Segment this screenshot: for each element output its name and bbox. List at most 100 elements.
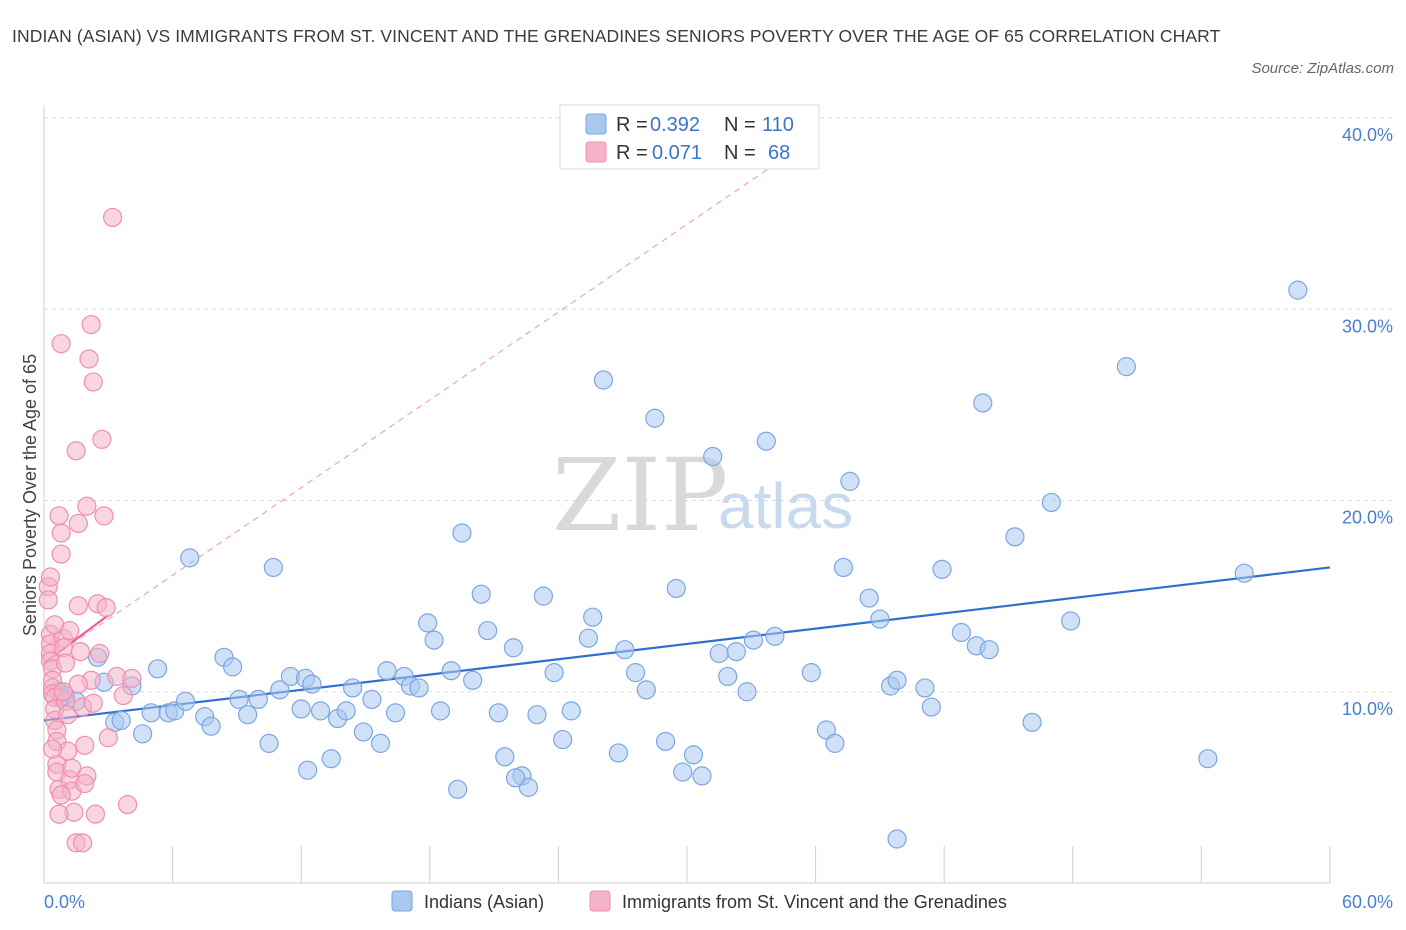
series-0-point-75 [703, 446, 723, 467]
series-0-point-87 [840, 471, 860, 491]
series-1-point-35 [70, 641, 91, 662]
series-1-point-52 [113, 685, 133, 706]
bottom-legend-swatch-immigrants [589, 890, 611, 912]
series-0-point-39 [385, 703, 406, 723]
bottom-legend-label-immigrants: Immigrants from St. Vincent and the Gren… [622, 892, 1007, 912]
series-0-point-7 [111, 710, 131, 731]
series-0-point-84 [816, 720, 836, 740]
series-0-point-85 [825, 733, 845, 753]
series-0-point-64 [593, 370, 614, 390]
series-0-point-15 [180, 548, 200, 568]
series-1-point-20 [51, 544, 71, 564]
series-0-point-52 [488, 703, 508, 723]
legend-r-value-1: 0.392 [650, 114, 700, 136]
series-0-point-31 [321, 749, 341, 769]
series-0-point-70 [655, 731, 676, 752]
series-0-point-17 [201, 716, 221, 736]
series-0-point-45 [430, 701, 451, 721]
legend-n-label-2: N = [724, 142, 756, 164]
legend-n-label-1: N = [724, 114, 756, 136]
series-1-point-24 [55, 653, 76, 673]
series-1-point-67 [83, 693, 103, 713]
bottom-legend-label-indians: Indians (Asian) [424, 892, 544, 912]
series-1-point-43 [85, 804, 106, 824]
series-0-point-99 [1005, 527, 1025, 547]
series-0-point-57 [527, 705, 547, 725]
series-0-point-91 [887, 670, 907, 690]
bottom-legend-swatch-indians [391, 890, 413, 912]
series-0-point-81 [756, 431, 776, 451]
source-label: Source: ZipAtlas.com [1251, 60, 1394, 77]
series-0-point-108 [505, 768, 526, 788]
series-0-point-109 [298, 760, 318, 780]
series-0-point-33 [336, 701, 356, 721]
series-1-point-34 [68, 596, 88, 616]
series-0-point-82 [765, 626, 785, 646]
series-0-point-103 [1116, 357, 1136, 377]
series-1-point-50 [102, 207, 123, 228]
series-0-point-73 [683, 745, 704, 765]
series-1-point-48 [96, 597, 116, 618]
series-0-point-47 [448, 779, 468, 799]
y-axis-label: Seniors Poverty Over the Age of 65 [20, 354, 40, 636]
series-0-point-34 [343, 678, 363, 698]
series-0-point-25 [270, 680, 290, 700]
series-1-point-63 [68, 674, 88, 694]
series-0-point-58 [533, 586, 553, 606]
series-0-point-29 [302, 674, 322, 694]
y-tick-label-0: 10.0% [1342, 699, 1393, 719]
series-1-point-26 [57, 705, 78, 725]
series-0-point-101 [1041, 492, 1061, 513]
series-1-point-19 [51, 523, 71, 543]
series-1-point-41 [81, 314, 101, 335]
series-0-point-9 [132, 724, 153, 744]
series-0-point-68 [636, 680, 656, 700]
series-0-point-104 [1198, 749, 1218, 769]
y-tick-label-1: 20.0% [1342, 508, 1393, 528]
series-1-point-62 [60, 620, 80, 641]
series-0-point-86 [833, 557, 854, 578]
series-1-point-45 [90, 643, 110, 664]
legend-swatch-immigrants [585, 141, 607, 163]
series-0-point-71 [666, 578, 686, 599]
tick-labels: 10.0% 20.0% 30.0% 40.0% 0.0% 60.0% [44, 125, 1393, 912]
data-points [38, 207, 1308, 853]
series-0-point-30 [310, 701, 331, 721]
series-0-point-95 [951, 622, 971, 643]
series-0-point-35 [353, 722, 373, 742]
legend-n-value-2: 68 [768, 142, 790, 164]
legend-r-value-2: 0.071 [652, 142, 702, 164]
series-1-point-59 [49, 804, 69, 824]
series-1-point-21 [51, 334, 71, 354]
series-0-point-105 [1234, 563, 1254, 583]
series-0-point-38 [377, 661, 397, 681]
series-0-point-61 [561, 701, 581, 721]
series-1-point-66 [75, 773, 95, 794]
series-0-point-94 [932, 559, 952, 579]
watermark-atlas: atlas [718, 470, 853, 542]
watermark: ZIP atlas [552, 437, 853, 554]
legend-r-label-2: R = [616, 142, 648, 164]
series-0-point-89 [870, 609, 890, 629]
series-0-point-74 [692, 766, 712, 786]
series-0-point-22 [248, 689, 268, 710]
series-1-point-65 [51, 785, 71, 805]
series-0-point-56 [518, 777, 538, 797]
series-1-point-33 [68, 513, 88, 534]
series-0-point-92 [915, 678, 935, 698]
series-1-point-42 [83, 372, 103, 392]
series-1-point-56 [53, 682, 73, 702]
series-0-point-78 [726, 641, 746, 662]
series-0-point-77 [718, 666, 738, 687]
series-0-point-66 [615, 640, 635, 660]
series-0-point-43 [418, 613, 438, 633]
series-0-point-62 [578, 628, 599, 648]
series-1-point-47 [94, 506, 114, 526]
series-1-point-64 [40, 567, 61, 587]
series-1-point-54 [122, 668, 142, 688]
series-0-point-19 [223, 657, 243, 677]
series-1-point-40 [79, 349, 99, 369]
series-0-point-97 [973, 393, 993, 413]
series-0-point-37 [370, 733, 391, 753]
series-1-point-37 [75, 735, 95, 755]
